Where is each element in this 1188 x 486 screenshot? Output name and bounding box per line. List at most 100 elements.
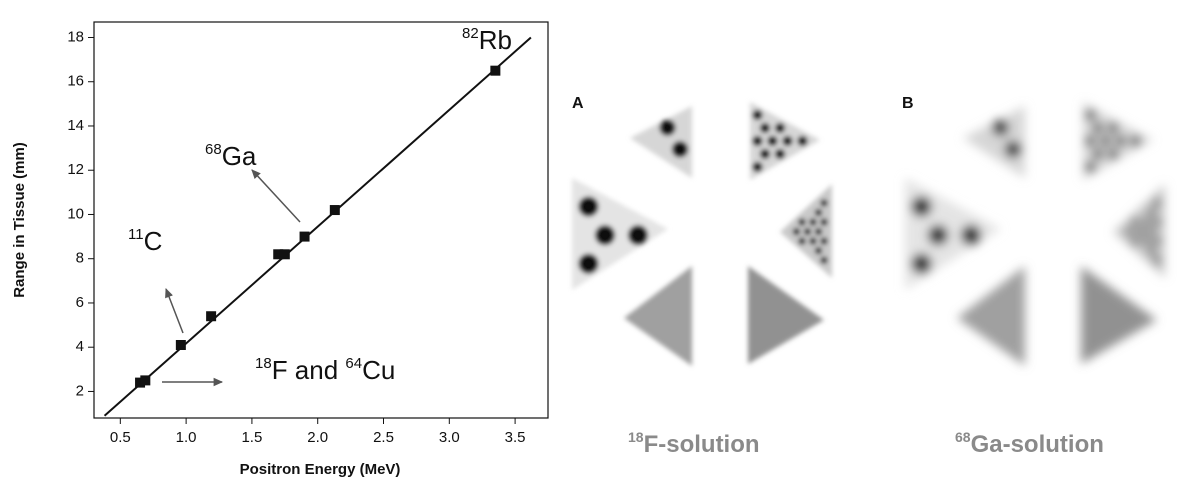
phantom-dot [1148,228,1155,235]
phantom-dot [775,149,785,159]
phantom-sector [748,266,824,364]
y-tick-label: 2 [76,382,84,399]
y-tick-label: 6 [76,294,84,311]
caption: 18F-solution [628,429,760,459]
phantom-dot [912,197,932,217]
phantom-dot [1108,149,1118,159]
phantom-dot [928,225,948,245]
phantom-dot [595,225,615,245]
phantom-dot [815,228,822,235]
phantom-dot [1093,123,1103,133]
data-point [490,66,500,76]
phantom-dot [912,254,932,274]
phantom-dot [815,209,822,216]
phantom-dot [804,228,811,235]
phantom-dot [1154,219,1161,226]
phantom-dot [760,123,770,133]
arrow [166,289,183,333]
annotation: 11C [128,226,162,256]
phantom-sector [957,266,1025,366]
phantom-dot [1143,238,1150,245]
data-point [330,205,340,215]
x-tick-label: 3.5 [505,429,526,446]
phantom-dot [1132,219,1139,226]
y-tick-label: 10 [67,205,84,222]
phantom-dot [579,197,599,217]
phantom-dot [821,238,828,245]
phantom-dot [1101,136,1111,146]
annotation-sup: 64 [345,355,362,372]
y-tick-label: 18 [67,28,84,45]
phantom-image [905,102,1165,366]
annotation: 18F and 64Cu [255,355,395,385]
phantom-dot [1116,136,1126,146]
y-tick-label: 14 [67,117,84,134]
phantom-dot [821,219,828,226]
phantom-dot [1154,257,1161,264]
x-axis-title: Positron Energy (MeV) [240,461,401,478]
annotation-text: Ga [222,141,257,171]
arrow [252,170,300,222]
annotation-sup: 82 [462,25,479,42]
phantom-dot [628,225,648,245]
phantom-dot [810,219,817,226]
y-axis-title: Range in Tissue (mm) [11,142,28,298]
phantom-dot [821,200,828,207]
phantom-dot [1132,238,1139,245]
annotation-sup: 18 [255,355,272,372]
phantom-dot [760,149,770,159]
data-point [280,249,290,259]
annotation-text: C [144,226,163,256]
annotation-text: F and [272,355,346,385]
phantom-dot [1086,110,1096,120]
data-point [206,311,216,321]
phantom-dot [1143,219,1150,226]
y-tick-label: 12 [67,161,84,178]
phantom-dot [793,228,800,235]
phantom-dot [1086,162,1096,172]
x-tick-label: 2.5 [373,429,394,446]
phantom-dot [798,136,808,146]
phantom-dot [753,162,763,172]
phantom-dot [1093,149,1103,159]
x-tick-label: 1.5 [241,429,262,446]
phantom-dot [961,225,981,245]
x-tick-label: 3.0 [439,429,460,446]
phantom-dot [1131,136,1141,146]
phantom-dot [753,110,763,120]
phantom-dot [1086,136,1096,146]
phantom-dot [1148,209,1155,216]
phantom-dot [1137,228,1144,235]
caption-text: Ga-solution [971,431,1104,458]
annotation: 82Rb [462,25,512,55]
caption: 68Ga-solution [955,429,1104,459]
phantom-dot [672,141,688,157]
data-point [176,340,186,350]
annotation-text: Rb [479,25,512,55]
panel-letter: B [902,95,914,112]
phantom-dot [768,136,778,146]
annotation-text: Cu [362,355,395,385]
phantom-image [572,102,832,366]
phantom-dot [660,120,676,136]
annotation-sup: 68 [205,141,222,158]
phantom-dot [1005,141,1021,157]
phantom-dot [775,123,785,133]
phantom-dot [993,120,1009,136]
phantom-dot [579,254,599,274]
phantom-dot [1148,247,1155,254]
phantom-dot [821,257,828,264]
phantom-sector [1081,266,1157,364]
panel-letter: A [572,95,584,112]
data-point [300,232,310,242]
annotation: 68Ga [205,141,257,171]
annotation-sup: 11 [128,226,144,243]
phantom-dot [799,238,806,245]
phantom-dot [783,136,793,146]
caption-sup: 18 [628,429,644,445]
phantom-dot [1154,200,1161,207]
phantom-dot [815,247,822,254]
phantom-dot [753,136,763,146]
figure: Positron Energy (MeV) Range in Tissue (m… [0,0,1188,486]
phantom-dot [1108,123,1118,133]
